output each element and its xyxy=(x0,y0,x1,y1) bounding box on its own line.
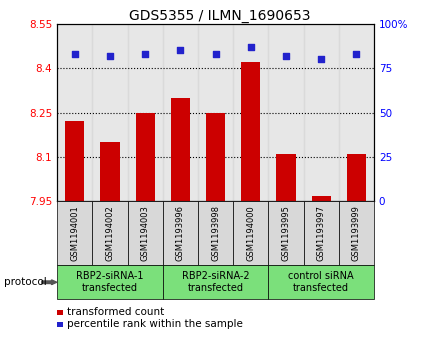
Bar xyxy=(100,142,120,201)
Bar xyxy=(136,113,155,201)
Text: GSM1193995: GSM1193995 xyxy=(282,205,290,261)
Text: GSM1193997: GSM1193997 xyxy=(317,205,326,261)
Bar xyxy=(276,154,296,201)
Text: GSM1193996: GSM1193996 xyxy=(176,205,185,261)
Bar xyxy=(163,24,198,201)
Bar xyxy=(268,24,304,201)
Text: percentile rank within the sample: percentile rank within the sample xyxy=(67,319,243,329)
Text: GSM1194001: GSM1194001 xyxy=(70,205,79,261)
Bar xyxy=(57,24,92,201)
Text: RBP2-siRNA-2
transfected: RBP2-siRNA-2 transfected xyxy=(182,272,249,293)
Bar xyxy=(198,24,233,201)
Bar xyxy=(206,113,225,201)
Point xyxy=(353,51,360,57)
Point xyxy=(282,53,290,58)
Bar xyxy=(304,24,339,201)
Text: GSM1194000: GSM1194000 xyxy=(246,205,255,261)
Text: GSM1193998: GSM1193998 xyxy=(211,205,220,261)
Bar xyxy=(347,154,366,201)
Point xyxy=(142,51,149,57)
Point xyxy=(177,47,184,53)
Text: control siRNA
transfected: control siRNA transfected xyxy=(288,272,354,293)
Bar xyxy=(339,24,374,201)
Text: GSM1193999: GSM1193999 xyxy=(352,205,361,261)
Text: RBP2-siRNA-1
transfected: RBP2-siRNA-1 transfected xyxy=(76,272,144,293)
Point xyxy=(106,53,114,58)
Point xyxy=(71,51,78,57)
Text: GSM1194003: GSM1194003 xyxy=(141,205,150,261)
Bar xyxy=(128,24,163,201)
Bar xyxy=(171,98,190,201)
Text: GSM1194002: GSM1194002 xyxy=(106,205,114,261)
Point xyxy=(247,44,254,50)
Point xyxy=(212,51,219,57)
Bar xyxy=(312,196,331,201)
Point xyxy=(318,56,325,62)
Text: GDS5355 / ILMN_1690653: GDS5355 / ILMN_1690653 xyxy=(129,9,311,23)
Text: protocol: protocol xyxy=(4,277,47,287)
Bar xyxy=(92,24,128,201)
Text: transformed count: transformed count xyxy=(67,307,165,317)
Bar xyxy=(65,121,84,201)
Bar xyxy=(233,24,268,201)
Bar xyxy=(241,62,260,201)
